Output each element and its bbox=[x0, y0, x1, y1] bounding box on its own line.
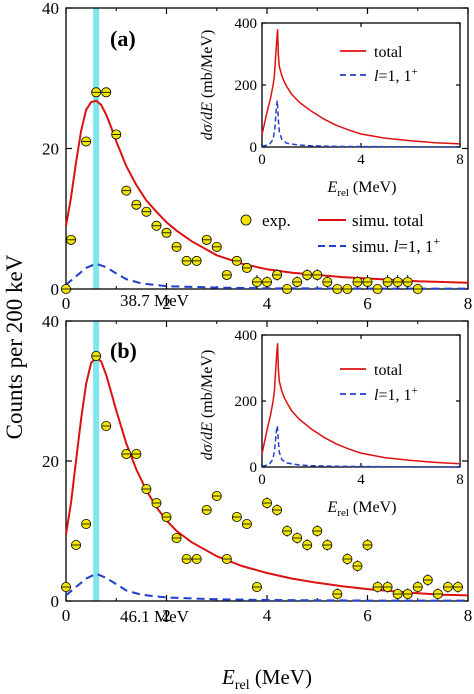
inset-series-l1-line bbox=[261, 100, 461, 148]
y-tick-label: 0 bbox=[51, 592, 60, 611]
x-axis-label-unit: (MeV) bbox=[250, 665, 312, 689]
inset-y-label-unit: (mb/MeV) bbox=[199, 30, 216, 102]
series-l1-line bbox=[65, 572, 468, 602]
inset-x-label-sub: rel bbox=[337, 507, 349, 519]
inset-y-label: dσ/dE (mb/MeV) bbox=[199, 30, 216, 141]
inset-x-label: Erel (MeV) bbox=[327, 499, 397, 519]
energy-label: 46.1 MeV bbox=[120, 607, 190, 626]
inset-curves bbox=[261, 343, 461, 468]
y-tick-label: 200 bbox=[235, 78, 258, 94]
inset-legend-total-label: total bbox=[374, 44, 403, 61]
x-axis-label: Erel (MeV) bbox=[221, 665, 312, 693]
panel-b: 0 2 4 6 8 0 20 40 (b) 46.1 MeV 0 4 8 0 200 400 dσ/dE… bbox=[42, 312, 472, 626]
inset-legend-l1-italic: l bbox=[374, 68, 379, 85]
panel-label: (a) bbox=[110, 26, 136, 51]
inset-curves bbox=[261, 29, 461, 148]
inset-legend-l1-label: l=1, 1+ bbox=[374, 385, 418, 404]
panel-a-points bbox=[61, 87, 423, 294]
highlight-band-rect bbox=[93, 321, 100, 601]
y-tick-label: 40 bbox=[42, 0, 59, 18]
series-l1-line bbox=[65, 262, 468, 290]
inset-legend-l1-suffix: =1, 1 bbox=[378, 387, 411, 404]
inset-legend-l1-sup: + bbox=[411, 66, 417, 78]
inset-y-label-main: dσ/dE bbox=[199, 102, 216, 140]
x-tick-label: 0 bbox=[258, 152, 266, 168]
x-tick-label: 0 bbox=[62, 294, 71, 313]
inset-series-l1-line bbox=[261, 425, 461, 468]
x-tick-label: 2 bbox=[162, 606, 171, 625]
inset-legend-l1-suffix: =1, 1 bbox=[378, 68, 411, 85]
inset-legend-l1-sup: + bbox=[411, 385, 417, 397]
inset-x-label-unit: (MeV) bbox=[349, 179, 397, 196]
x-tick-label: 0 bbox=[258, 472, 266, 488]
legend-exp-label: exp. bbox=[262, 211, 291, 230]
inset-chart: 0 4 8 0 200 400 dσ/dE (mb/MeV) Erel (MeV) tot… bbox=[199, 328, 464, 519]
legend-l1-label: simu. l=1, 1+ bbox=[352, 234, 440, 256]
inset-x-label-unit: (MeV) bbox=[349, 499, 397, 516]
x-tick-label: 6 bbox=[363, 606, 372, 625]
inset-background bbox=[262, 23, 460, 147]
y-tick-label: 0 bbox=[51, 280, 60, 299]
inset-legend-l1-label: l=1, 1+ bbox=[374, 66, 418, 85]
inset-x-label-sub: rel bbox=[337, 187, 349, 199]
x-tick-label: 4 bbox=[263, 294, 272, 313]
x-tick-label: 2 bbox=[162, 294, 171, 313]
y-tick-label: 400 bbox=[235, 16, 258, 32]
y-tick-label: 40 bbox=[42, 312, 59, 331]
x-tick-label: 8 bbox=[464, 294, 473, 313]
energy-label: 38.7 MeV bbox=[120, 291, 190, 310]
legend-l1-sup: + bbox=[433, 234, 440, 248]
inset-series-total-line bbox=[261, 343, 461, 465]
legend-l1-italic: l bbox=[394, 237, 399, 256]
highlight-band bbox=[93, 321, 100, 601]
x-tick-label: 6 bbox=[363, 294, 372, 313]
highlight-band-rect bbox=[93, 8, 100, 289]
inset-legend-l1-italic: l bbox=[374, 387, 379, 404]
y-tick-label: 0 bbox=[250, 460, 258, 476]
legend-total-label: simu. total bbox=[352, 211, 424, 230]
x-axis-label-main: E bbox=[221, 665, 235, 689]
inset-x-label-main: E bbox=[327, 179, 338, 196]
inset-x-label-main: E bbox=[327, 499, 338, 516]
y-axis-label: Counts per 200 keV bbox=[2, 254, 27, 439]
legend-l1-prefix: simu. bbox=[352, 237, 394, 256]
series-total-line bbox=[65, 99, 469, 284]
inset-legend-total-label: total bbox=[374, 362, 403, 379]
inset-y-label-unit: (mb/MeV) bbox=[199, 350, 216, 422]
inset-background bbox=[262, 335, 460, 467]
inset-y-label: dσ/dE (mb/MeV) bbox=[199, 350, 216, 461]
y-tick-label: 400 bbox=[235, 328, 258, 344]
x-axis-label-sub: rel bbox=[235, 678, 250, 693]
panel-label: (b) bbox=[110, 338, 137, 363]
x-tick-label: 8 bbox=[464, 606, 473, 625]
y-tick-label: 0 bbox=[250, 140, 258, 156]
legend-exp-marker bbox=[240, 214, 252, 226]
x-tick-label: 4 bbox=[357, 472, 365, 488]
legend-l1-suffix: =1, 1 bbox=[398, 237, 433, 256]
x-tick-label: 0 bbox=[62, 606, 71, 625]
panel-b-points bbox=[61, 350, 463, 600]
y-tick-label: 20 bbox=[42, 452, 59, 471]
x-tick-label: 8 bbox=[456, 472, 464, 488]
highlight-band bbox=[93, 8, 100, 289]
x-tick-label: 4 bbox=[263, 606, 272, 625]
legend: exp. simu. total simu. l=1, 1+ bbox=[240, 211, 440, 256]
inset-axes: 0 4 8 0 200 400 bbox=[235, 16, 464, 168]
x-tick-label: 8 bbox=[456, 152, 464, 168]
inset-x-label: Erel (MeV) bbox=[327, 179, 397, 199]
inset-y-label-main: dσ/dE bbox=[199, 422, 216, 460]
y-tick-label: 20 bbox=[42, 140, 59, 159]
inset-chart: 0 4 8 0 200 400 dσ/dE (mb/MeV) Erel (MeV) tot… bbox=[199, 16, 464, 199]
inset-axes: 0 4 8 0 200 400 bbox=[235, 328, 464, 488]
y-tick-label: 200 bbox=[235, 394, 258, 410]
x-tick-label: 4 bbox=[357, 152, 365, 168]
inset-series-total-line bbox=[261, 29, 461, 145]
panel-a-curves bbox=[65, 99, 469, 290]
